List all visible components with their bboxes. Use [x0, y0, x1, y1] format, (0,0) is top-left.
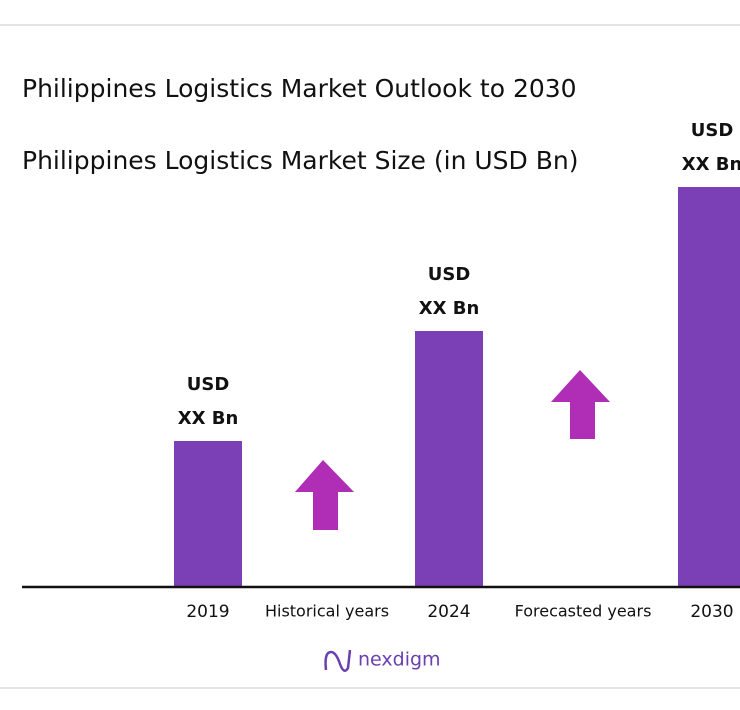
period-label: Forecasted years — [515, 602, 652, 621]
value-label: USD — [691, 120, 734, 141]
chart-title: Philippines Logistics Market Outlook to … — [22, 74, 577, 103]
value-label: USD — [428, 264, 471, 285]
period-label: Historical years — [265, 602, 389, 621]
logo-icon — [324, 649, 352, 672]
bar — [415, 331, 483, 587]
bar — [678, 187, 740, 587]
growth-arrow — [295, 460, 354, 530]
x-tick-label: 2024 — [427, 602, 470, 622]
x-tick-label: 2030 — [690, 602, 733, 622]
x-tick-label: 2019 — [186, 602, 229, 622]
value-label: XX Bn — [419, 298, 480, 319]
growth-arrow — [551, 370, 610, 439]
value-label: XX Bn — [178, 408, 239, 429]
value-label: XX Bn — [682, 154, 740, 175]
chart-subtitle: Philippines Logistics Market Size (in US… — [22, 146, 578, 175]
logo-text: nexdigm — [358, 649, 441, 671]
bar — [174, 441, 242, 587]
value-label: USD — [187, 374, 230, 395]
